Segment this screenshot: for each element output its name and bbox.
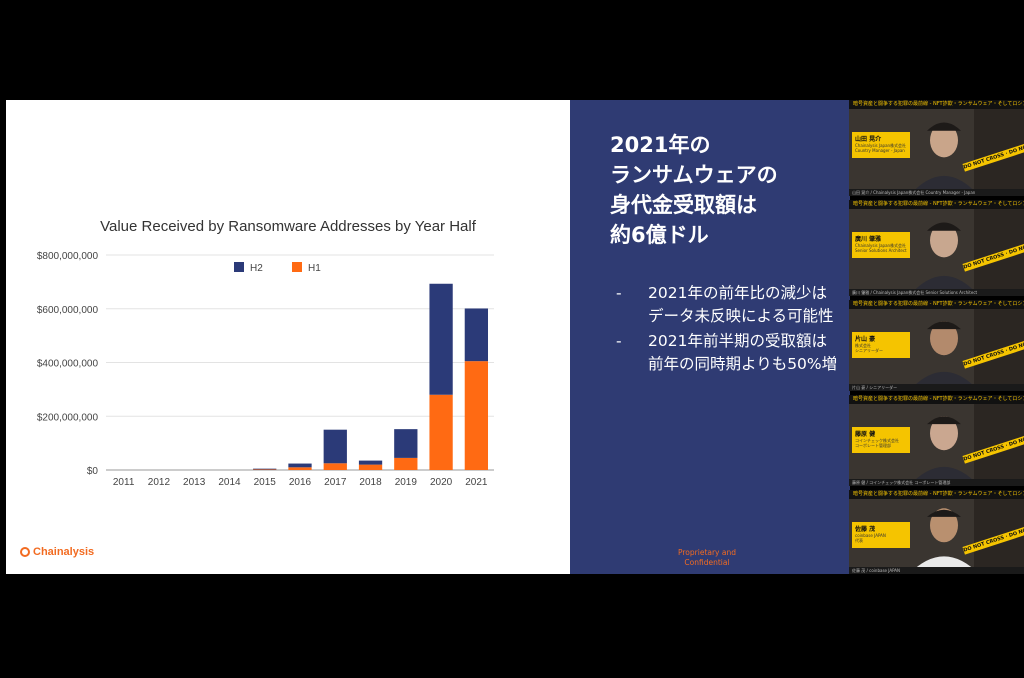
y-tick-label: $0 [87,466,99,477]
tile-footer: 片山 豪 / シニアリーダー [849,384,1024,391]
x-tick-label: 2018 [359,477,382,488]
x-tick-label: 2016 [289,477,312,488]
bar-h1 [394,457,418,470]
participant-role: Senior Solutions Architect [855,248,907,253]
bar-h1 [429,394,453,470]
video-tile-2[interactable]: 暗号資産と闘争する犯罪の最前線 ‐ NFT詐欺・ランサムウェア・そしてロシア ‐… [849,200,1024,296]
tile-header: 暗号資産と闘争する犯罪の最前線 ‐ NFT詐欺・ランサムウェア・そしてロシア ‐ [849,395,1024,404]
participant-org: コインチェック株式会社 [855,438,899,443]
ransomware-bar-chart: $0 $200,000,000 $400,000,000 $600,000,000 $8… [37,251,494,488]
x-tick-label: 2013 [183,477,206,488]
chart-title: Value Received by Ransomware Addresses b… [100,218,476,235]
bar-h2 [323,429,347,464]
slide-heading: 2021年の ランサムウェアの 身代金受取額は 約6億ドル [610,130,778,250]
bullet-dash: - [616,332,622,350]
slide-text-panel: 2021年の ランサムウェアの 身代金受取額は 約6億ドル - 2021年の前年… [570,100,850,574]
participant-org: Chainalysis Japan株式会社 [855,243,907,248]
participant-name: 藤原 健 [855,431,876,438]
participant-role: Country Manager - Japan [855,148,905,153]
participant-role: 代表 [855,538,863,543]
x-tick-label: 2021 [465,477,488,488]
participant-name: 片山 豪 [855,336,876,343]
participant-role: シニアリーダー [855,348,883,353]
x-tick-label: 2014 [218,477,241,488]
participant-nameplate: 山田 晃介 Chainalysis Japan株式会社 Country Manage… [852,132,910,158]
heading-line: 2021年の [610,133,711,157]
tile-footer: 佐藤 茂 / coinbase JAPAN [849,567,1024,574]
tile-header: 暗号資産と闘争する犯罪の最前線 ‐ NFT詐欺・ランサムウェア・そしてロシア ‐ [849,490,1024,499]
bar-h2 [288,463,312,468]
participant-org: coinbase JAPAN [855,533,886,538]
x-tick-label: 2015 [254,477,277,488]
bullet-dash: - [616,284,622,302]
video-tile-1[interactable]: 暗号資産と闘争する犯罪の最前線 ‐ NFT詐欺・ランサムウェア・そしてロシア ‐… [849,100,1024,196]
participant-nameplate: 片山 豪株式会社 シニアリーダー [852,332,910,358]
y-tick-label: $200,000,000 [37,412,99,423]
bullet-text: 2021年の前年比の減少はデータ未反映による可能性 [648,284,834,325]
y-tick-label: $800,000,000 [37,251,99,262]
chainalysis-logo: Chainalysis [20,546,94,558]
tile-footer: 藤原 健 / コインチェック株式会社 コーポレート管理部 [849,479,1024,486]
participant-nameplate: 佐藤 茂 coinbase JAPAN 代表 [852,522,910,548]
participant-name: 廣川 肇雅 [855,236,882,243]
x-tick-label: 2012 [148,477,171,488]
bullet-list: - 2021年の前年比の減少はデータ未反映による可能性 - 2021年前半期の受… [616,282,842,378]
bar-h1 [288,467,312,470]
slide-chart-panel: Value Received by Ransomware Addresses b… [6,100,570,574]
legend-label: H1 [308,263,321,274]
heading-line: ランサムウェアの [610,163,778,187]
bar-h1 [253,469,277,470]
proprietary-notice: Proprietary and Confidential [678,548,736,567]
legend-label: H2 [250,263,263,274]
tile-header: 暗号資産と闘争する犯罪の最前線 ‐ NFT詐欺・ランサムウェア・そしてロシア ‐ [849,100,1024,109]
legend-swatch [292,262,302,272]
bar-h2 [253,468,277,470]
bar-h1 [323,463,347,470]
x-tick-label: 2017 [324,477,347,488]
bar-h2 [429,283,453,395]
participant-nameplate: 廣川 肇雅 Chainalysis Japan株式会社 Senior Solutio… [852,232,910,258]
tile-footer: 山田 晃介 / Chainalysis Japan株式会社 Country Ma… [849,189,1024,196]
bar-h2 [394,429,418,458]
tile-header: 暗号資産と闘争する犯罪の最前線 ‐ NFT詐欺・ランサムウェア・そしてロシア ‐ [849,300,1024,309]
bar-h1 [358,464,383,470]
participant-name: 山田 晃介 [855,136,882,143]
bullet-text: 2021年前半期の受取額は前年の同時期よりも50%増 [648,332,838,373]
x-tick-label: 2020 [430,477,453,488]
tile-header: 暗号資産と闘争する犯罪の最前線 ‐ NFT詐欺・ランサムウェア・そしてロシア ‐ [849,200,1024,209]
x-tick-label: 2019 [395,477,418,488]
video-tile-4[interactable]: 暗号資産と闘争する犯罪の最前線 ‐ NFT詐欺・ランサムウェア・そしてロシア ‐… [849,395,1024,486]
video-tile-3[interactable]: 暗号資産と闘争する犯罪の最前線 ‐ NFT詐欺・ランサムウェア・そしてロシア ‐… [849,300,1024,391]
participant-nameplate: 藤原 健コインチェック株式会社 コーポレート管理部 [852,427,910,453]
heading-line: 身代金受取額は [610,193,757,217]
x-tick-label: 2011 [113,477,135,488]
chainalysis-logo-icon [20,547,30,557]
heading-line: 約6億ドル [610,223,709,247]
bullet-item: - 2021年の前年比の減少はデータ未反映による可能性 [616,282,842,328]
legend-swatch [234,262,244,272]
video-tile-5[interactable]: 暗号資産と闘争する犯罪の最前線 ‐ NFT詐欺・ランサムウェア・そしてロシア ‐… [849,490,1024,574]
bar-h2 [358,460,383,465]
y-tick-label: $400,000,000 [37,359,99,370]
bullet-item: - 2021年前半期の受取額は前年の同時期よりも50%増 [616,330,842,376]
participant-role: コーポレート管理部 [855,443,891,448]
participant-org: Chainalysis Japan株式会社 [855,143,907,148]
tile-footer: 廣川 肇雅 / Chainalysis Japan株式会社 Senior Sol… [849,289,1024,296]
bar-h1 [464,361,489,470]
bar-h2 [464,308,489,362]
y-tick-label: $600,000,000 [37,305,99,316]
participant-org: 株式会社 [855,343,871,348]
participant-name: 佐藤 茂 [855,526,876,533]
